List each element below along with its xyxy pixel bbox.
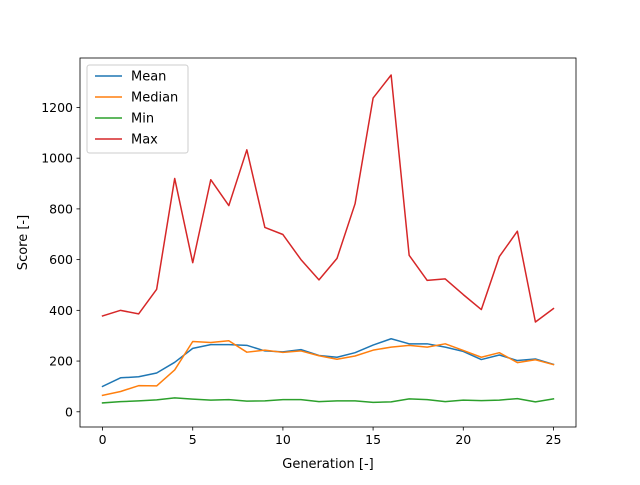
x-tick-label: 5: [189, 432, 197, 447]
x-tick-label: 20: [455, 432, 471, 447]
x-tick-label: 15: [365, 432, 381, 447]
legend-label-median: Median: [131, 91, 178, 106]
legend-box: [86, 64, 189, 154]
y-tick-label: 800: [49, 201, 73, 216]
y-tick-label: 400: [49, 303, 73, 318]
y-tick-label: 1200: [41, 100, 73, 115]
x-tick-label: 25: [546, 432, 562, 447]
legend: Mean Median Min Max: [86, 64, 189, 154]
series-lines: [101, 74, 555, 404]
legend-label-max: Max: [131, 133, 158, 148]
series-line-median: [101, 340, 555, 397]
series-line-mean: [101, 337, 555, 388]
series-line-max: [101, 74, 555, 323]
legend-label-min: Min: [131, 112, 154, 127]
x-axis: 0 5 10 15 20 25: [99, 427, 562, 447]
x-tick-label: 10: [275, 432, 291, 447]
y-axis-label: Score [-]: [16, 215, 31, 270]
y-axis: 0 200 400 600 800 1000 1200: [41, 100, 80, 419]
y-tick-label: 600: [49, 252, 73, 267]
legend-label-mean: Mean: [131, 70, 166, 85]
y-tick-label: 200: [49, 354, 73, 369]
plot-frame: [79, 57, 577, 428]
x-axis-label: Generation [-]: [282, 457, 374, 472]
x-tick-label: 0: [99, 432, 107, 447]
series-line-min: [101, 397, 555, 404]
y-tick-label: 1000: [41, 151, 73, 166]
y-tick-label: 0: [65, 404, 73, 419]
